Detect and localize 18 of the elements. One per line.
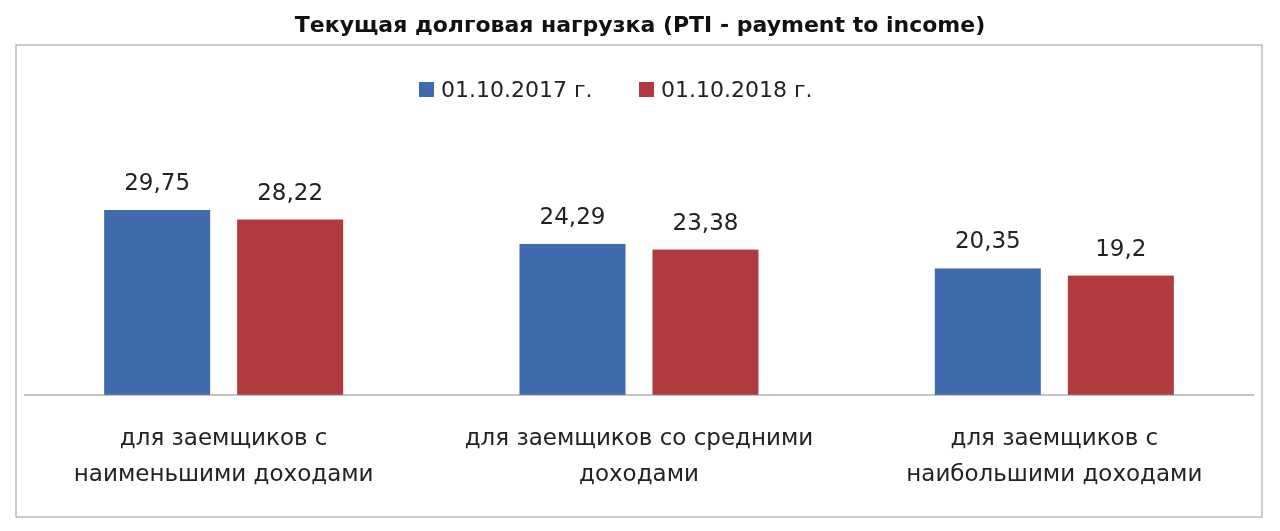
chart-title: Текущая долговая нагрузка (PTI - payment to income) [294,12,986,37]
legend-label: 01.10.2017 г. [441,77,593,102]
data-label: 29,75 [124,169,191,195]
x-tick-label: для заемщиков со средними доходами [464,424,814,486]
data-label: 28,22 [257,178,324,205]
data-label: 19,2 [1095,234,1147,261]
bar [934,268,1041,395]
bar [237,219,344,395]
data-label: 24,29 [539,202,606,229]
bar [652,249,759,395]
data-label: 20,35 [954,227,1021,254]
x-tick-label: для заемщиков с наибольшими доходами [906,424,1203,486]
data-label: 23,38 [672,208,739,235]
bar [519,243,626,395]
legend-label: 01.10.2018 г. [661,77,813,102]
x-tick-label: для заемщиков с наименьшими доходами [73,424,374,486]
bar [1067,275,1174,395]
bar [104,210,211,395]
